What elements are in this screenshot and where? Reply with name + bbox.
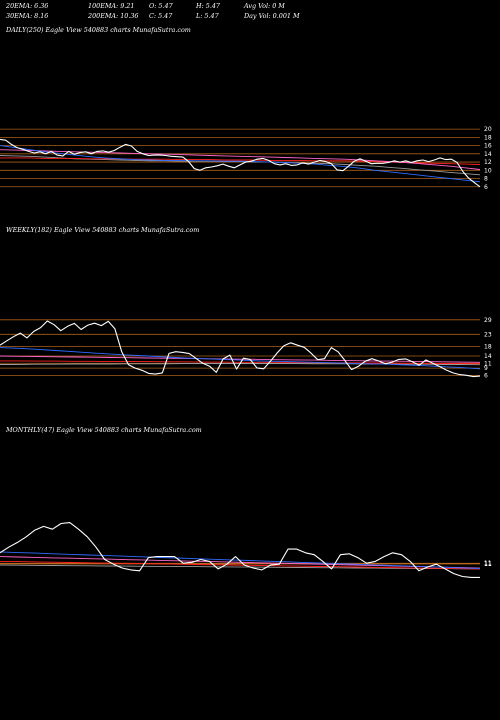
high-stat: H: 5.47 <box>196 2 220 10</box>
day-vol-stat: Day Vol: 0.001 M <box>244 12 300 20</box>
ema200-stat: 200EMA: 10.36 <box>88 12 139 20</box>
weekly-tick-label: 18 <box>484 343 492 350</box>
avg-vol-stat: Avg Vol: 0 M <box>244 2 285 10</box>
weekly-panel-label: WEEKLY(182) Eagle View 540883 charts Mun… <box>6 226 200 234</box>
weekly-ema-red-line <box>0 360 481 365</box>
daily-price-line <box>0 138 481 188</box>
ema100-stat: 100EMA: 9.21 <box>88 2 135 10</box>
open-stat: O: 5.47 <box>149 2 173 10</box>
monthly-ema-red-line <box>0 560 481 570</box>
close-stat: C: 5.47 <box>149 12 173 20</box>
low-stat: L: 5.47 <box>196 12 219 20</box>
daily-tick-label: 6 <box>484 184 488 191</box>
daily-tick-label: 16 <box>484 143 492 150</box>
weekly-tick-label: 23 <box>484 331 492 338</box>
weekly-tick-label: 9 <box>484 365 488 372</box>
daily-tick-label: 8 <box>484 176 488 183</box>
weekly-tick-label: 14 <box>484 353 492 360</box>
daily-panel-label: DAILY(250) Eagle View 540883 charts Muna… <box>6 26 191 34</box>
ema30-stat: 30EMA: 8.16 <box>6 12 49 20</box>
monthly-ema-gray-line <box>0 564 481 570</box>
monthly-tick-label: 11 <box>484 561 492 568</box>
ema20-stat: 20EMA: 6.36 <box>6 2 49 10</box>
weekly-price-line <box>0 320 481 378</box>
monthly-tick-label: 11 <box>484 560 492 567</box>
weekly-ema-pink-line <box>0 355 481 363</box>
monthly-tick-label: 11 <box>484 561 492 568</box>
daily-tick-label: 18 <box>484 134 492 141</box>
weekly-ema-blue-line <box>0 347 481 370</box>
stats-header: 20EMA: 6.36 100EMA: 9.21 O: 5.47 H: 5.47… <box>6 2 496 22</box>
monthly-panel-label: MONTHLY(47) Eagle View 540883 charts Mun… <box>6 426 202 434</box>
weekly-tick-label: 6 <box>484 372 488 379</box>
daily-ema-blue-line <box>0 145 481 183</box>
daily-tick-label: 12 <box>484 159 492 166</box>
monthly-price-line <box>0 522 480 578</box>
weekly-tick-label: 29 <box>484 317 492 324</box>
daily-tick-label: 14 <box>484 151 492 158</box>
daily-tick-label: 20 <box>484 126 492 133</box>
daily-tick-label: 10 <box>484 167 492 174</box>
weekly-tick-label: 11 <box>484 360 492 367</box>
